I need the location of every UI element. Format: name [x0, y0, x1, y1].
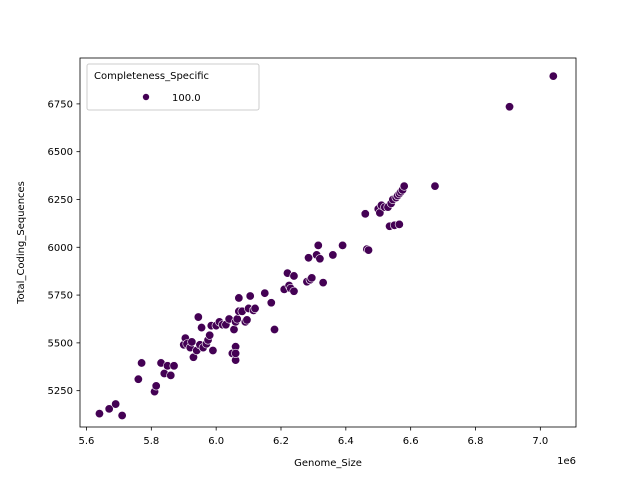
x-axis-ticks: 5.6 5.8 6.0 6.2 6.4 6.6 6.8 7.0: [79, 427, 548, 447]
data-point: [399, 181, 409, 191]
y-tick-label: 6500: [48, 147, 73, 158]
x-tick-label: 6.2: [273, 436, 289, 447]
data-point: [338, 240, 348, 250]
data-point: [505, 102, 515, 112]
x-tick-label: 7.0: [532, 436, 548, 447]
y-tick-label: 6250: [48, 195, 73, 206]
data-point: [232, 314, 242, 324]
axes-frame: [79, 57, 577, 428]
data-point: [111, 399, 121, 409]
legend-marker: [142, 93, 150, 101]
data-point: [94, 409, 104, 419]
data-point: [260, 288, 270, 298]
legend-box: [86, 63, 260, 111]
x-tick-label: 6.4: [338, 436, 354, 447]
y-tick-label: 6000: [48, 243, 73, 254]
data-point: [270, 324, 280, 334]
data-point: [187, 337, 197, 347]
data-point: [166, 370, 176, 380]
y-axis-ticks: 5250 5500 5750 6000 6250 6500 6750: [48, 99, 80, 397]
data-point: [234, 293, 244, 303]
x-tick-label: 6.8: [468, 436, 484, 447]
data-point: [250, 303, 260, 313]
x-tick-label: 5.6: [79, 436, 95, 447]
y-axis-label: Total_Coding_Sequences: [16, 181, 27, 305]
data-point: [245, 291, 255, 301]
y-tick-label: 5750: [48, 291, 73, 302]
data-point: [313, 240, 323, 250]
data-point: [231, 348, 241, 358]
data-point: [289, 286, 299, 296]
data-point: [548, 71, 558, 81]
data-point: [242, 315, 252, 325]
data-point: [117, 411, 127, 421]
x-axis-label: Genome_Size: [294, 458, 362, 469]
data-point: [205, 330, 215, 340]
data-point: [304, 253, 314, 263]
data-point: [137, 358, 147, 368]
legend-title: Completeness_Specific: [94, 71, 209, 82]
x-tick-label: 6.0: [208, 436, 224, 447]
data-point: [133, 374, 143, 384]
data-point: [289, 271, 299, 281]
data-point: [266, 298, 276, 308]
data-point: [328, 250, 338, 260]
data-point: [229, 324, 239, 334]
y-tick-label: 5500: [48, 338, 73, 349]
data-point: [315, 254, 325, 264]
data-point: [169, 361, 179, 371]
x-axis-offset-label: 1e6: [557, 456, 576, 467]
data-point: [360, 209, 370, 219]
data-point: [430, 181, 440, 191]
x-tick-label: 6.6: [403, 436, 419, 447]
legend-entry-label: 100.0: [172, 93, 201, 104]
data-point: [104, 404, 114, 414]
data-point: [197, 323, 207, 333]
data-point: [193, 312, 203, 322]
legend: Completeness_Specific 100.0: [86, 63, 260, 111]
data-point: [364, 245, 374, 255]
data-point: [151, 381, 161, 391]
data-point: [307, 273, 317, 283]
data-points: [94, 71, 558, 421]
x-tick-label: 5.8: [143, 436, 159, 447]
data-point: [208, 346, 218, 356]
y-tick-label: 5250: [48, 386, 73, 397]
y-tick-label: 6750: [48, 99, 73, 110]
data-point: [318, 278, 328, 288]
data-point: [394, 219, 404, 229]
